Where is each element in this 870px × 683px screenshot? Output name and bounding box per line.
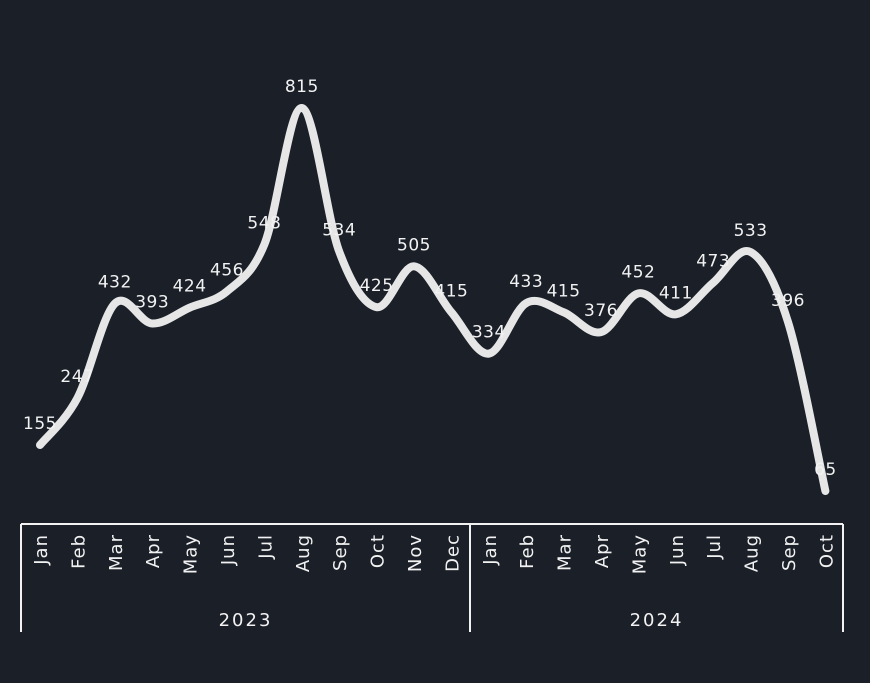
data-label: 247	[60, 367, 94, 387]
data-label: 415	[434, 281, 468, 301]
data-label: 432	[98, 273, 132, 293]
x-tick-label: Oct	[368, 534, 389, 568]
data-label: 505	[397, 235, 431, 255]
x-tick-label: Aug	[293, 534, 314, 572]
data-label: 393	[135, 293, 169, 313]
x-tick-label: Sep	[779, 534, 800, 571]
x-tick-label: Dec	[442, 534, 463, 572]
data-label: 396	[771, 291, 805, 311]
x-tick-label: Apr	[592, 534, 613, 568]
x-tick-label: Jan	[480, 534, 501, 566]
x-tick-label: Oct	[816, 534, 837, 568]
x-tick-label: Sep	[330, 534, 351, 571]
x-tick-label: Aug	[742, 534, 763, 572]
data-label: 533	[734, 221, 768, 241]
drop-lines	[39, 108, 827, 524]
data-label: 424	[173, 277, 207, 297]
x-tick-label: Nov	[405, 534, 426, 572]
data-label: 155	[23, 414, 57, 434]
data-label: 425	[360, 276, 394, 296]
data-label: 433	[509, 272, 543, 292]
data-label: 534	[322, 220, 356, 240]
year-label: 2024	[630, 610, 684, 631]
x-tick-label: Jun	[667, 534, 688, 566]
data-label: 452	[621, 262, 655, 282]
data-label: 334	[472, 323, 506, 343]
x-axis: Jan Feb Mar Apr May Jun Jul Aug Sep Oct Nov Dec 2023…	[20, 523, 844, 632]
x-tick-label: Apr	[143, 534, 164, 568]
x-tick-label: Jan	[31, 534, 52, 566]
x-tick-label: Jun	[218, 534, 239, 566]
year-label: 2023	[219, 610, 273, 631]
series-line	[36, 104, 830, 495]
data-label: 65	[814, 460, 837, 480]
x-tick-label: Mar	[555, 534, 576, 571]
data-label: 411	[659, 283, 693, 303]
data-label: 815	[285, 77, 319, 97]
x-tick-label: Mar	[106, 534, 127, 571]
x-tick-label: Jul	[255, 534, 276, 560]
data-label: 473	[696, 252, 730, 272]
x-tick-label: Feb	[68, 534, 89, 569]
data-label: 376	[584, 301, 618, 321]
data-label: 415	[547, 281, 581, 301]
x-tick-label: May	[629, 534, 650, 574]
x-tick-label: Jul	[704, 534, 725, 560]
data-label: 456	[210, 260, 244, 280]
x-tick-label: Feb	[517, 534, 538, 569]
x-tick-label: May	[181, 534, 202, 574]
data-label: 548	[247, 213, 281, 233]
